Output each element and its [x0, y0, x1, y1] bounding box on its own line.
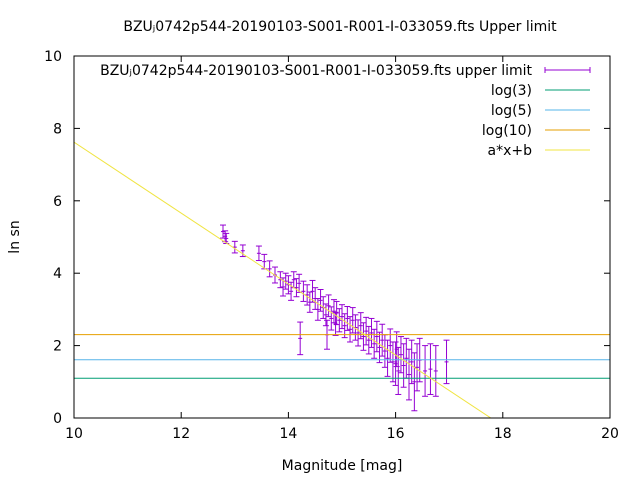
data-point-67 — [432, 345, 439, 397]
legend-label-1: log(3) — [491, 83, 532, 99]
data-point-5 — [255, 245, 262, 262]
data-point-42 — [360, 322, 367, 351]
data-point-18 — [300, 280, 307, 302]
legend-label-4: a*x+b — [488, 143, 533, 159]
data-point-32 — [333, 300, 340, 326]
data-point-49 — [379, 323, 386, 357]
plot-series — [74, 141, 610, 418]
data-point-60 — [406, 348, 412, 401]
data-point-11 — [282, 272, 289, 290]
data-point-4 — [239, 244, 246, 258]
data-point-43 — [363, 316, 370, 346]
fit-line — [74, 141, 492, 418]
data-point-14 — [290, 271, 297, 289]
plot-area — [74, 141, 610, 418]
data-point-62 — [411, 352, 418, 412]
data-point-0 — [220, 224, 227, 239]
data-point-66 — [427, 343, 434, 395]
data-point-7 — [266, 260, 273, 278]
plot-frame — [73, 55, 611, 419]
data-point-48 — [376, 331, 383, 364]
data-point-47 — [373, 320, 380, 353]
y-tick-label-5: 10 — [44, 49, 62, 65]
x-tick-label-4: 18 — [494, 426, 512, 442]
data-point-40 — [355, 319, 362, 347]
data-point-17 — [297, 321, 304, 356]
x-axis-label: Magnitude [mag] — [282, 458, 403, 474]
x-tick-label-3: 16 — [387, 426, 405, 442]
data-point-61 — [408, 339, 415, 385]
data-point-63 — [414, 343, 421, 392]
data-point-33 — [336, 308, 343, 333]
data-point-21 — [309, 279, 316, 303]
data-point-9 — [277, 271, 284, 289]
x-tick-label-2: 14 — [279, 426, 297, 442]
data-point-19 — [304, 284, 311, 306]
data-point-57 — [397, 336, 404, 374]
data-point-39 — [352, 314, 359, 341]
y-tick-label-4: 8 — [53, 121, 62, 137]
y-tick-label-0: 0 — [53, 411, 62, 427]
data-point-2 — [223, 232, 230, 245]
data-point-45 — [368, 317, 375, 348]
legend-swatch-0 — [544, 67, 591, 73]
y-tick-label-1: 2 — [53, 339, 62, 355]
data-point-68 — [443, 339, 450, 385]
data-point-31 — [332, 311, 339, 336]
data-point-38 — [349, 307, 356, 334]
data-point-52 — [387, 328, 394, 363]
x-tick-label-5: 20 — [601, 426, 619, 442]
x-tick-label-1: 12 — [172, 426, 190, 442]
data-point-26 — [322, 303, 329, 327]
data-point-23 — [314, 298, 321, 321]
y-tick-label-3: 6 — [53, 194, 62, 210]
data-point-34 — [339, 304, 345, 330]
chart-title: BZUⱼ0742p544-20190103-S001-R001-I-033059… — [123, 19, 557, 35]
legend-label-3: log(10) — [482, 123, 532, 139]
data-point-59 — [403, 337, 410, 379]
data-point-56 — [395, 346, 402, 395]
data-point-24 — [317, 288, 324, 312]
data-point-54 — [392, 341, 399, 386]
data-point-29 — [328, 306, 335, 331]
y-tick-label-2: 4 — [53, 266, 62, 282]
legend-label-2: log(5) — [491, 103, 532, 119]
axis-ticks: 10 12 14 16 18 20 0 2 4 6 8 10 — [44, 49, 619, 442]
data-point-44 — [365, 325, 372, 355]
data-point-46 — [371, 328, 378, 359]
y-axis-label: ln sn — [7, 220, 23, 253]
legend-label-0: BZUⱼ0742p544-20190103-S001-R001-I-033059… — [100, 63, 532, 79]
data-point-28 — [325, 294, 332, 318]
data-point-51 — [384, 339, 391, 377]
legend: BZUⱼ0742p544-20190103-S001-R001-I-033059… — [100, 63, 591, 159]
data-point-37 — [347, 316, 354, 343]
data-point-36 — [344, 306, 351, 331]
x-tick-label-0: 10 — [65, 426, 83, 442]
data-point-50 — [381, 334, 388, 368]
data-point-58 — [400, 343, 407, 388]
data-point-3 — [231, 240, 238, 254]
data-point-65 — [422, 345, 429, 397]
data-point-15 — [293, 278, 300, 298]
data-point-35 — [341, 313, 348, 339]
